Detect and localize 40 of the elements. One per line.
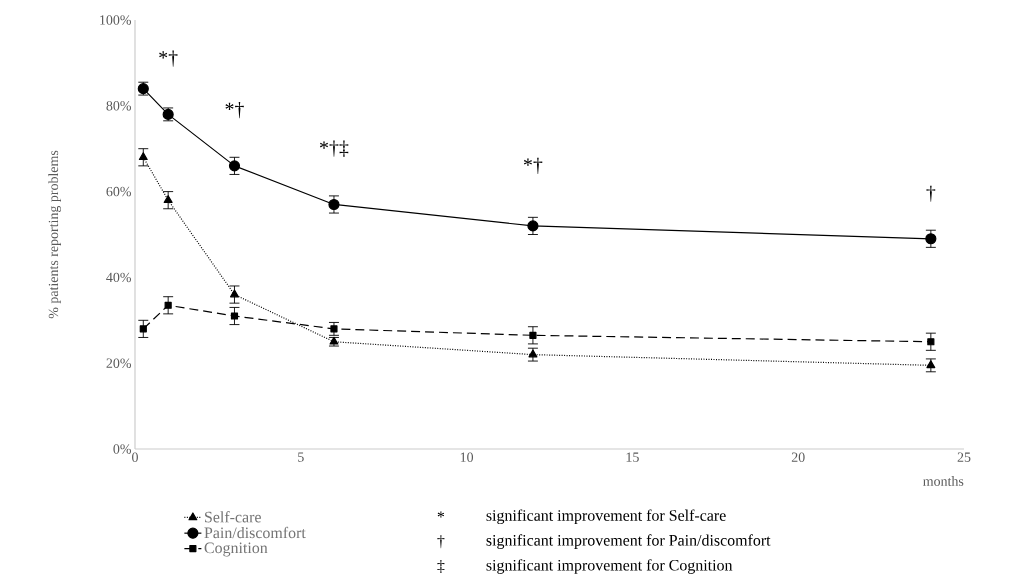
- y-tick-label: 0%: [113, 444, 131, 454]
- legend-label: Cognition: [204, 542, 268, 557]
- point: [927, 338, 935, 346]
- annotation: †: [926, 185, 936, 202]
- legend-label: Self-care: [205, 511, 261, 523]
- point: [529, 331, 537, 339]
- x-tick-label: 0: [132, 452, 138, 462]
- point: [138, 152, 148, 161]
- y-tick-label: 80%: [106, 101, 131, 111]
- point: [139, 325, 147, 333]
- point: [527, 220, 539, 232]
- x-tick-label: 10: [460, 452, 474, 462]
- text: significant improvement for Cognition: [486, 559, 733, 574]
- point: [164, 301, 172, 309]
- x-axis-title: months: [923, 476, 964, 486]
- y-tick-label: 60%: [106, 186, 131, 197]
- annotation: *†‡: [319, 140, 349, 157]
- legend-label: Pain/discomfort: [204, 526, 306, 539]
- x-tick-label: 25: [957, 452, 971, 462]
- text: *: [437, 511, 445, 518]
- x-tick-label: 5: [298, 452, 304, 462]
- x-tick-label: 20: [791, 452, 805, 462]
- text: ‡: [437, 560, 445, 574]
- text: significant improvement for Pain/discomfort: [486, 534, 771, 549]
- point: [926, 360, 936, 369]
- text: †: [437, 535, 445, 549]
- x-tick-label: 15: [626, 452, 639, 462]
- y-axis-title: % patients reporting problems: [48, 150, 62, 319]
- annotation: *†: [523, 157, 543, 174]
- y-tick-label: 100%: [100, 15, 131, 25]
- annotation: *†: [225, 102, 244, 119]
- point: [528, 349, 538, 358]
- point: [163, 195, 173, 204]
- annotation: *†: [159, 50, 178, 67]
- text: significant improvement for Self-care: [486, 509, 726, 525]
- point: [230, 289, 239, 298]
- y-tick-label: 40%: [106, 272, 131, 283]
- point: [228, 160, 241, 172]
- point: [230, 312, 239, 320]
- y-tick-label: 20%: [106, 358, 131, 368]
